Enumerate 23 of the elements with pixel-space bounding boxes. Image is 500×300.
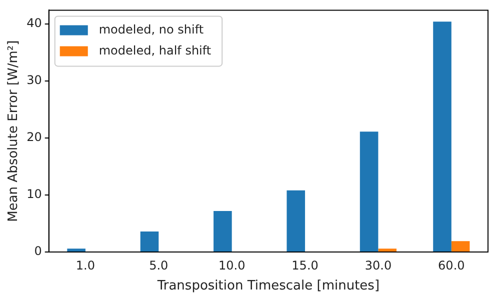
bar: [378, 248, 397, 252]
y-tick-label: 10: [26, 187, 42, 202]
y-tick-label: 0: [34, 244, 42, 258]
y-tick-label: 30: [26, 73, 42, 88]
legend-label: modeled, no shift: [98, 22, 204, 36]
y-tick-label: 20: [26, 130, 42, 144]
bar: [433, 22, 452, 252]
y-axis-title: Mean Absolute Error [W/m²]: [6, 40, 22, 222]
bar: [67, 248, 86, 252]
x-tick-label: 30.0: [364, 258, 392, 272]
x-tick-label: 60.0: [438, 258, 465, 272]
y-tick-label: 40: [26, 16, 42, 30]
bar: [286, 190, 306, 252]
x-tick-label: 10.0: [218, 258, 246, 272]
bar: [140, 231, 159, 252]
bar: [451, 241, 470, 252]
x-tick-label: 15.0: [292, 258, 318, 272]
x-axis-title: Transposition Timescale [minutes]: [156, 278, 380, 294]
legend-label: modeled, half shift: [98, 43, 212, 58]
x-tick-label: 1.0: [76, 258, 96, 272]
bar: [214, 210, 232, 252]
x-tick-label: 5.0: [149, 258, 168, 272]
bar: [360, 132, 378, 252]
